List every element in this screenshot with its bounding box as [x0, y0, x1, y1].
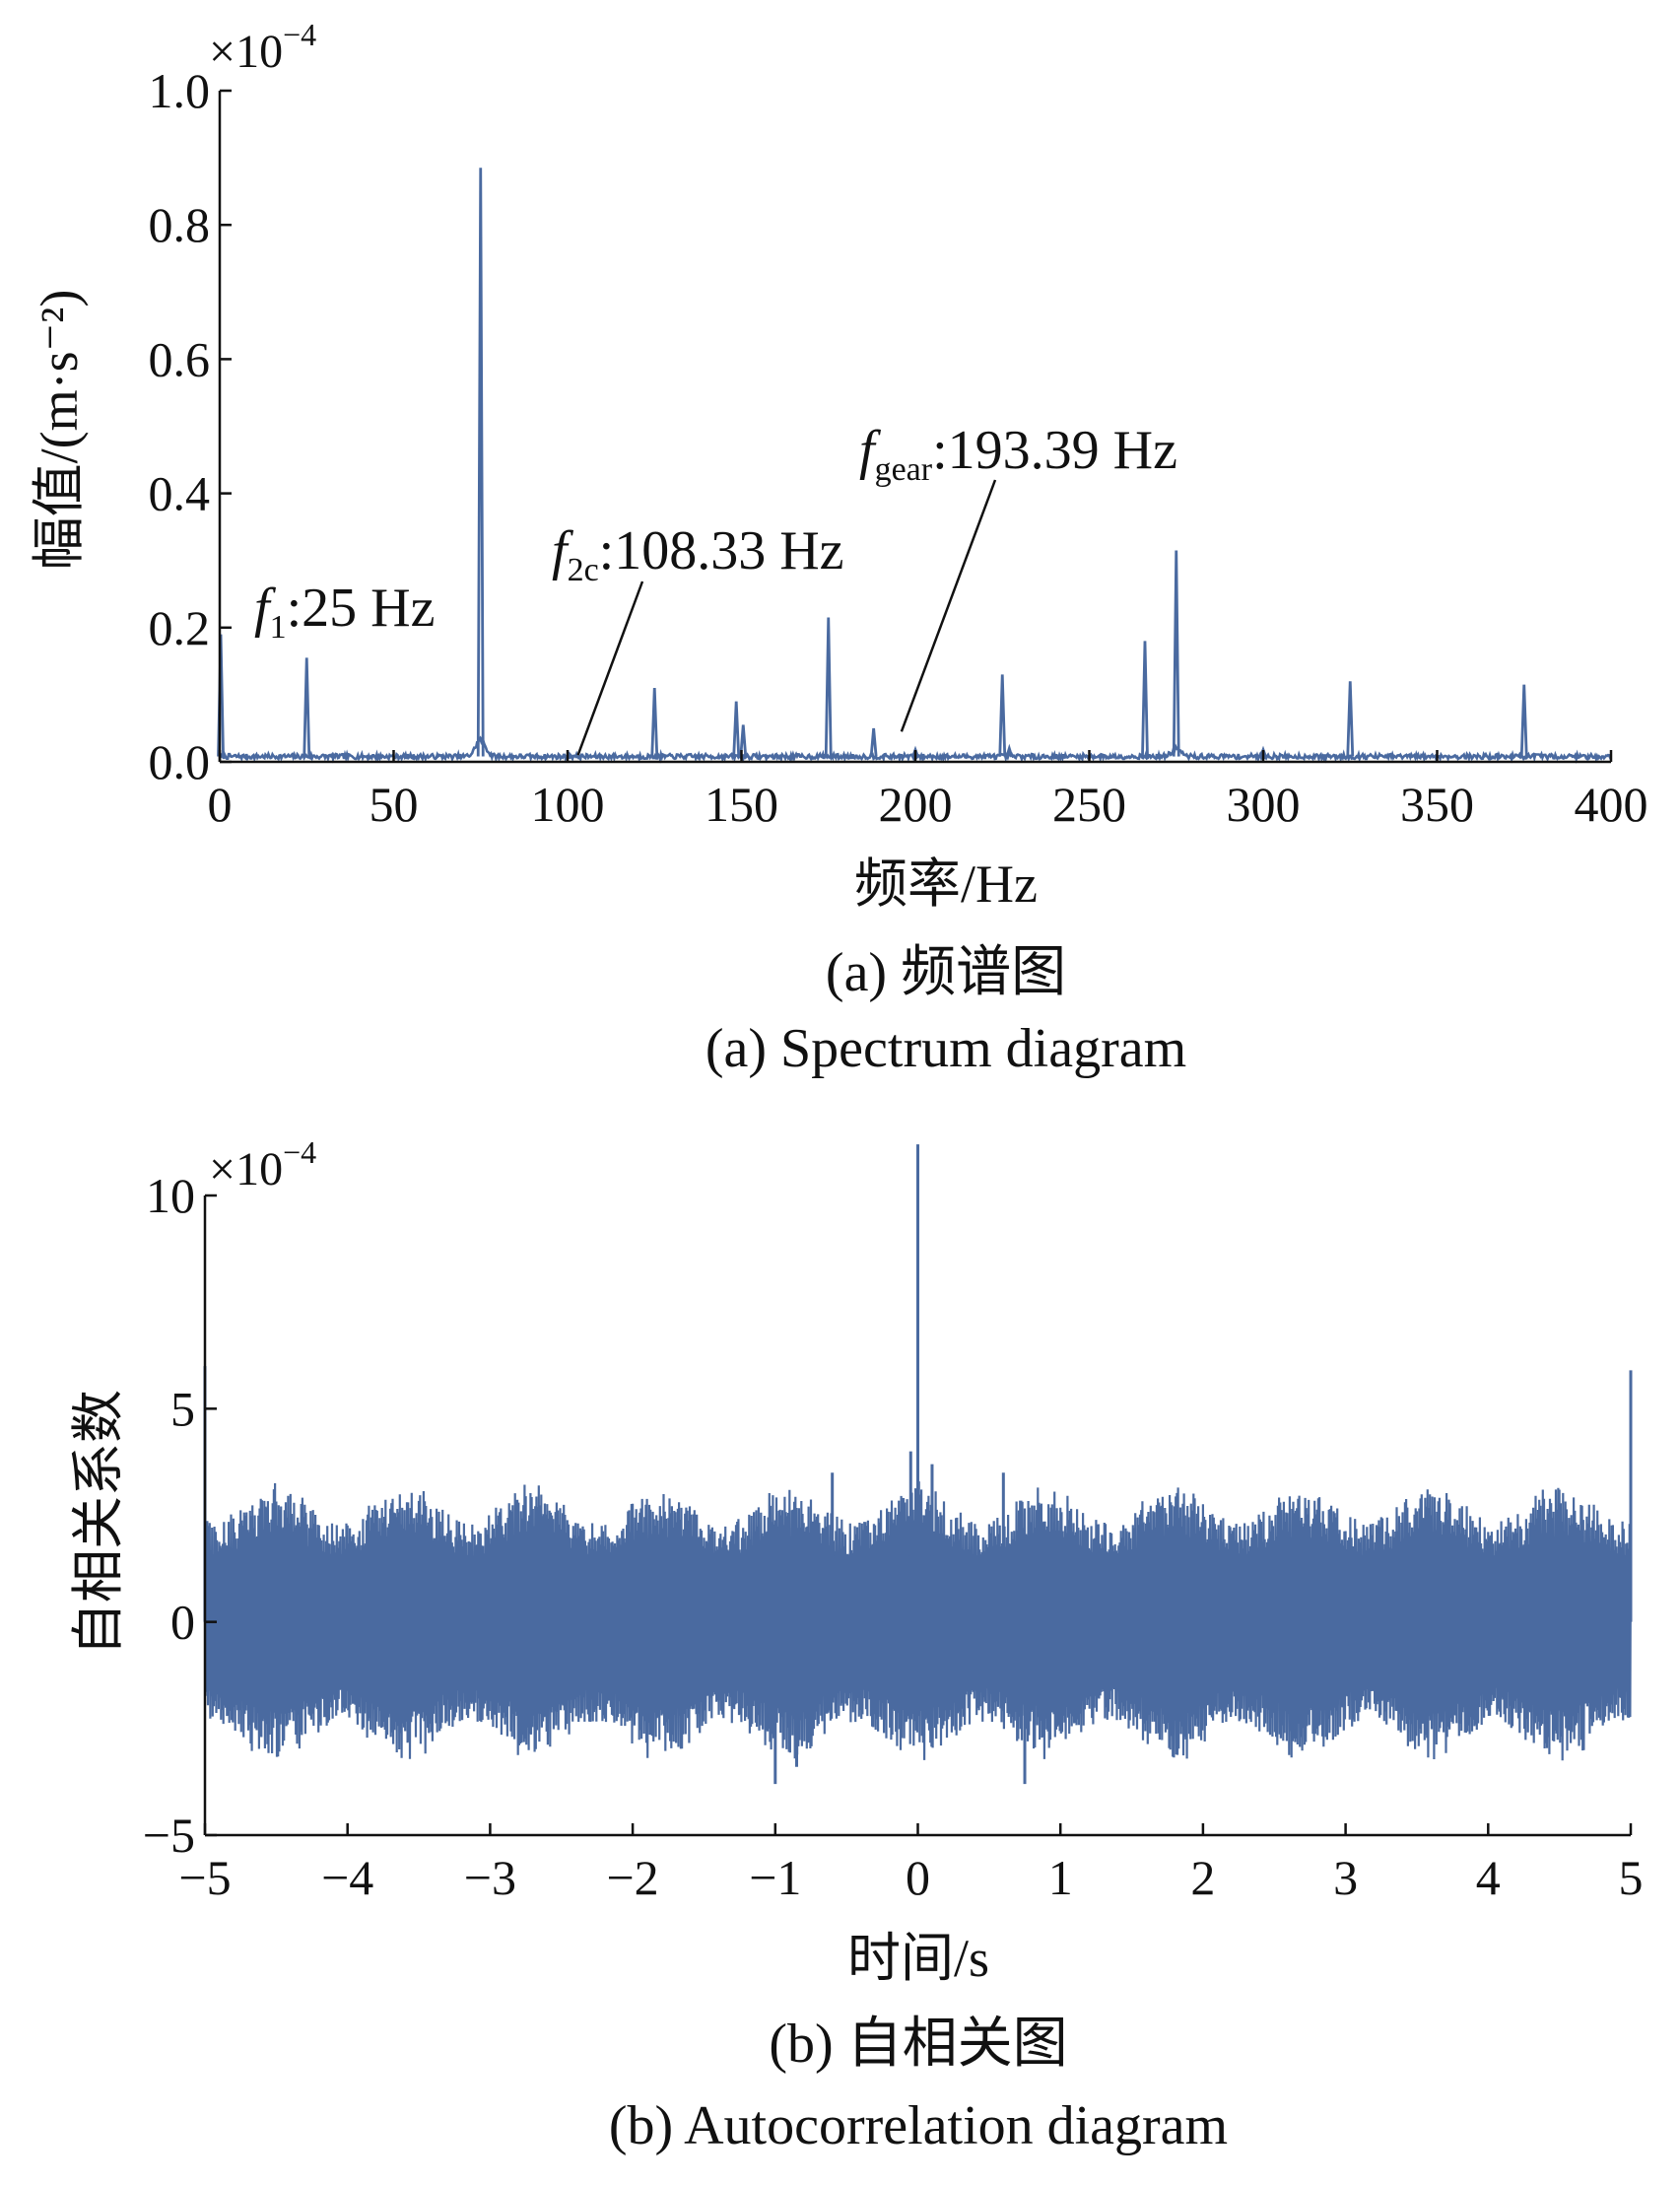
spectrum-peak	[869, 727, 878, 757]
annotation-pointer	[900, 479, 997, 732]
spectrum-x-ticks: 0 50 100 150 200 250 300 350 400	[208, 750, 1648, 832]
annotation-pointer	[576, 580, 644, 756]
spectrum-peak	[1172, 550, 1180, 757]
x-tick-label: 50	[370, 777, 419, 832]
caption-b-english: (b) Autocorrelation diagram	[609, 2095, 1228, 2156]
spectrum-peak	[302, 657, 311, 757]
x-tick-label: 1	[1048, 1850, 1073, 1905]
x-tick-label: 2	[1190, 1850, 1215, 1905]
caption-a-english: (a) Spectrum diagram	[706, 1018, 1186, 1079]
spectrum-peak	[1141, 641, 1149, 757]
x-tick-label: 250	[1052, 777, 1126, 832]
x-tick-label: −1	[749, 1850, 801, 1905]
autocorrelation-y-axis-label: 自相关系数	[69, 1390, 128, 1656]
x-tick-label: −5	[178, 1850, 231, 1905]
spectrum-annotation-pointers	[576, 479, 997, 756]
spectrum-y-axis-label: 幅值/(m·s⁻²)	[30, 290, 89, 571]
y-tick-label: 0	[170, 1595, 195, 1650]
annotation-f1: f1:25 Hz	[254, 578, 435, 646]
autocorrelation-y-ticks: −5 0 5 10	[143, 1168, 217, 1863]
spectrum-peak	[739, 724, 748, 757]
spectrum-peak	[1259, 745, 1267, 758]
spectrum-peak	[476, 168, 485, 757]
x-tick-label: 400	[1575, 777, 1648, 832]
spectrum-y-ticks: 0.0 0.2 0.4 0.6 0.8 1.0	[149, 63, 232, 789]
spectrum-chart: 0 50 100 150 200 250 300 350 400 0.0 0.2 0.4 0.6 0.8…	[30, 17, 1648, 1079]
autocorrelation-chart: −5 −4 −3 −2 −1 0 1 2 3 4 5 −5 0 5 10 ×10−4 时间/s 自相关系数…	[69, 1134, 1644, 2156]
spectrum-peak	[650, 688, 659, 757]
spectrum-x-axis-label: 频率/Hz	[854, 854, 1038, 914]
x-tick-label: −2	[606, 1850, 658, 1905]
y-tick-label: 0.2	[149, 600, 211, 655]
x-tick-label: 100	[531, 777, 605, 832]
x-tick-label: 0	[208, 777, 233, 832]
x-tick-label: 300	[1227, 777, 1301, 832]
caption-a-chinese: (a) 频谱图	[826, 942, 1066, 1003]
spectrum-peak	[911, 745, 919, 758]
x-tick-label: −3	[464, 1850, 516, 1905]
spectrum-peak	[824, 617, 833, 757]
spectrum-peak	[1519, 684, 1528, 757]
spectrum-peak	[998, 674, 1007, 757]
spectrum-peak	[732, 701, 741, 757]
annotation-f2c: f2c:108.33 Hz	[552, 520, 844, 588]
x-tick-label: −4	[321, 1850, 373, 1905]
y-tick-label: 5	[170, 1381, 195, 1436]
annotation-fgear: fgear:193.39 Hz	[859, 420, 1177, 488]
autocorrelation-x-ticks: −5 −4 −3 −2 −1 0 1 2 3 4 5	[178, 1823, 1644, 1905]
x-tick-label: 3	[1333, 1850, 1358, 1905]
x-tick-label: 5	[1619, 1850, 1644, 1905]
y-tick-label: 0.8	[149, 197, 211, 252]
autocorrelation-series-group	[203, 1144, 1633, 1785]
x-tick-label: 4	[1476, 1850, 1501, 1905]
x-tick-label: 200	[879, 777, 953, 832]
spectrum-y-multiplier: ×10−4	[209, 17, 316, 78]
autocorrelation-x-axis-label: 时间/s	[847, 1929, 989, 1988]
x-tick-label: 0	[906, 1850, 930, 1905]
x-tick-label: 150	[705, 777, 778, 832]
autocorrelation-y-multiplier: ×10−4	[209, 1134, 316, 1195]
caption-b-chinese: (b) 自相关图	[769, 2014, 1067, 2075]
spectrum-peak	[1005, 743, 1014, 757]
y-tick-label: 10	[146, 1168, 195, 1223]
y-tick-label: 0.0	[149, 734, 211, 789]
y-tick-label: −5	[143, 1808, 195, 1863]
y-tick-label: 0.4	[149, 466, 211, 521]
x-tick-label: 350	[1400, 777, 1474, 832]
y-tick-label: 0.6	[149, 331, 211, 386]
spectrum-peak	[1346, 681, 1355, 757]
y-tick-label: 1.0	[149, 63, 211, 118]
